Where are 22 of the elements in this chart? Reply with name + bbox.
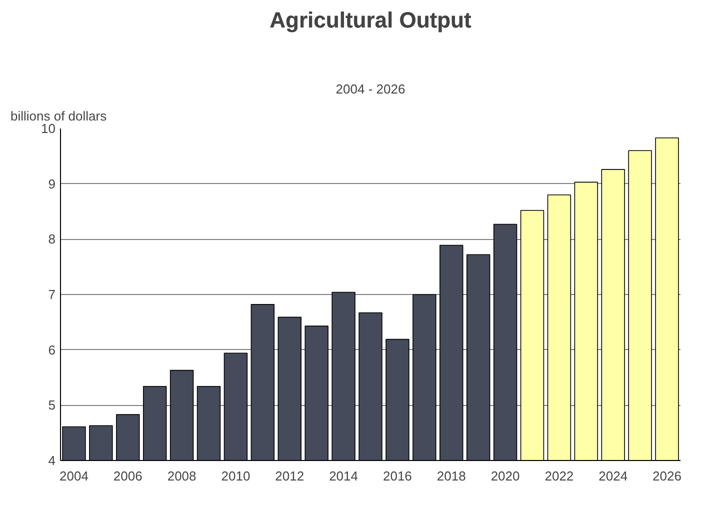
y-tick-label: 7 xyxy=(48,287,56,302)
y-tick-label: 6 xyxy=(48,342,56,358)
y-tick-label: 8 xyxy=(48,232,56,247)
y-axis-title: billions of dollars xyxy=(10,108,108,124)
x-tick-label: 2020 xyxy=(490,468,520,484)
x-tick-label: 2018 xyxy=(436,468,466,484)
x-tick-label: 2014 xyxy=(329,468,358,484)
x-tick-label: 2012 xyxy=(275,468,304,484)
x-tick-label: 2016 xyxy=(382,468,412,484)
x-tick-label: 2008 xyxy=(167,468,196,484)
x-tick-label: 2026 xyxy=(652,468,682,484)
x-tick-label: 2010 xyxy=(221,468,250,484)
chart-title: Agricultural Output xyxy=(270,8,472,32)
y-tick-label: 10 xyxy=(41,121,56,136)
x-tick-label: 2024 xyxy=(598,468,628,484)
y-tick-label: 9 xyxy=(48,176,56,192)
y-tick-label: 5 xyxy=(48,398,56,413)
chart-subtitle: 2004 - 2026 xyxy=(336,82,406,96)
x-tick-label: 2006 xyxy=(113,468,142,484)
y-tick-label: 4 xyxy=(48,453,56,468)
x-tick-label: 2004 xyxy=(60,468,88,484)
x-tick-label: 2022 xyxy=(544,468,574,484)
